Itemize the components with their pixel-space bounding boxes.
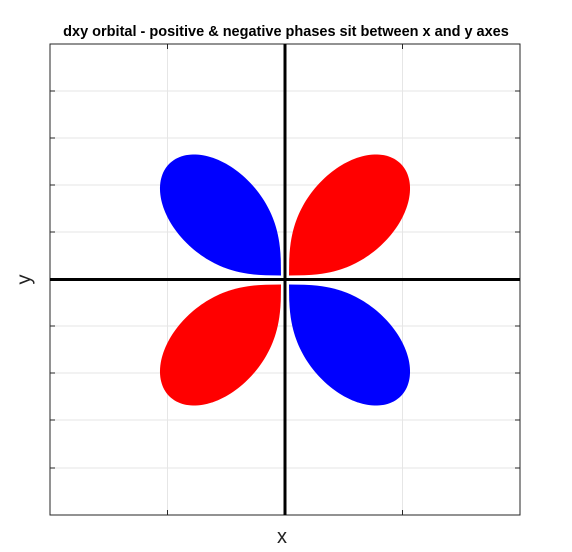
lobe-lower-left	[159, 284, 281, 406]
tick-marks	[50, 44, 520, 515]
lobe-upper-right	[289, 154, 411, 276]
lobe-upper-left	[159, 154, 281, 276]
orbital-lobes	[159, 154, 411, 406]
lobe-lower-right	[289, 284, 411, 406]
y-axis-label: y	[13, 274, 36, 285]
chart-title: dxy orbital - positive & negative phases…	[63, 24, 509, 40]
x-axis-label: x	[277, 526, 287, 548]
